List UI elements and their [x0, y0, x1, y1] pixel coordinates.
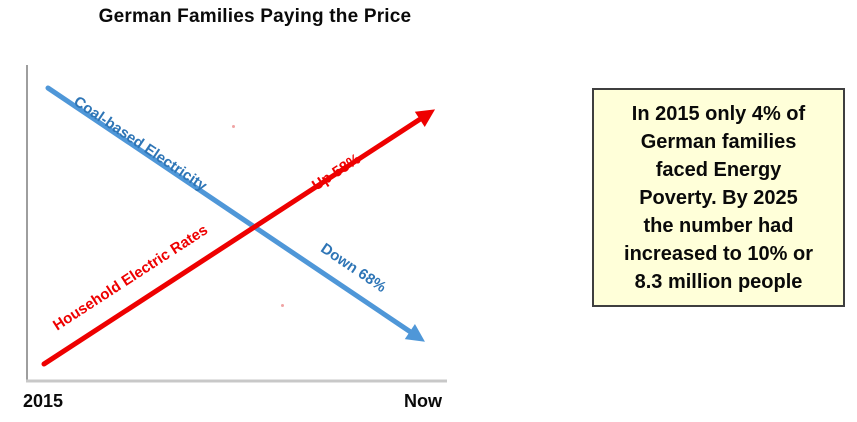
callout-box-energy-poverty: In 2015 only 4% of German families faced… — [592, 88, 845, 307]
trend-arrows-chart — [26, 65, 447, 383]
x-axis-label-2015: 2015 — [23, 391, 64, 411]
speck-dot — [281, 304, 284, 307]
chart-area: Coal-based Electricity Down 68% Househol… — [23, 65, 447, 411]
x-axis-label-now: Now — [404, 391, 442, 411]
coal-electricity-arrow — [45, 85, 425, 342]
speck-dot — [232, 125, 235, 128]
household-rates-arrow — [41, 109, 436, 367]
chart-title: German Families Paying the Price — [98, 6, 412, 27]
